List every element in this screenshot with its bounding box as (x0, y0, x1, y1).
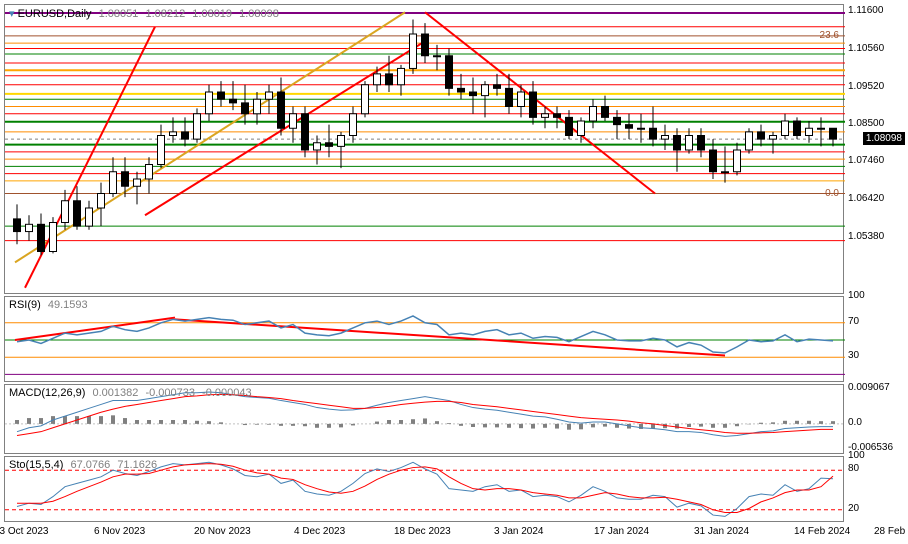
x-tick-label: 4 Dec 2023 (294, 526, 345, 537)
x-tick-label: 20 Nov 2023 (194, 526, 251, 537)
x-tick-label: 14 Feb 2024 (794, 526, 850, 537)
macd-header: MACD(12,26,9) 0.001382 -0.000733 -0.0000… (9, 387, 256, 399)
ohlc-high: 1.08212 (145, 8, 185, 20)
x-axis: 23 Oct 20236 Nov 202320 Nov 20234 Dec 20… (4, 524, 844, 542)
sto-title: Sto(15,5,4) (9, 459, 63, 471)
main-price-chart[interactable]: ▾ EURUSD,Daily 1.08051 1.08212 1.08019 1… (4, 4, 844, 294)
x-tick-label: 6 Nov 2023 (94, 526, 145, 537)
macd-y-axis: -0.0065360.00.009067 (846, 384, 906, 454)
x-tick-label: 3 Jan 2024 (494, 526, 544, 537)
rsi-canvas (5, 297, 845, 383)
sto-v1: 67.0766 (70, 459, 110, 471)
y-tick-label: 1.10560 (848, 43, 884, 54)
macd-title: MACD(12,26,9) (9, 387, 85, 399)
rsi-header: RSI(9) 49.1593 (9, 299, 92, 311)
y-tick-label: 1.08500 (848, 118, 884, 129)
triangle-icon: ▾ (9, 8, 15, 20)
y-tick-label: 1.09520 (848, 81, 884, 92)
symbol-label: EURUSD,Daily (18, 8, 92, 20)
x-tick-label: 17 Jan 2024 (594, 526, 649, 537)
chart-header: ▾ EURUSD,Daily 1.08051 1.08212 1.08019 1… (9, 7, 283, 20)
x-tick-label: 23 Oct 2023 (0, 526, 48, 537)
y-tick-label: 1.06420 (848, 193, 884, 204)
y-tick-label: 30 (848, 350, 859, 361)
y-tick-label: 0.009067 (848, 382, 890, 393)
main-chart-canvas (5, 5, 845, 295)
x-tick-label: 28 Feb 2024 (874, 526, 908, 537)
x-tick-label: 31 Jan 2024 (694, 526, 749, 537)
rsi-title: RSI(9) (9, 299, 41, 311)
y-tick-label: 0.0 (848, 417, 862, 428)
rsi-value: 49.1593 (48, 299, 88, 311)
y-tick-label: 100 (848, 290, 865, 301)
fib-level-label: 0.0 (825, 188, 839, 199)
y-tick-label: 1.11600 (848, 5, 883, 16)
sto-v2: 71.1626 (117, 459, 157, 471)
rsi-chart[interactable]: RSI(9) 49.1593 (4, 296, 844, 382)
y-tick-label: 70 (848, 316, 859, 327)
sto-header: Sto(15,5,4) 67.0766 71.1626 (9, 459, 161, 471)
x-tick-label: 18 Dec 2023 (394, 526, 451, 537)
main-y-axis: 1.05380 1.06420 1.07460 1.08500 1.09520 1.105… (846, 4, 906, 294)
ohlc-low: 1.08019 (192, 8, 232, 20)
y-tick-label: 20 (848, 503, 859, 514)
rsi-y-axis: 3070100 (846, 296, 906, 382)
current-price-badge: 1.08098 (863, 132, 905, 145)
sto-y-axis: 2080100 (846, 456, 906, 522)
macd-v2: -0.000733 (145, 387, 195, 399)
y-tick-label: 1.05380 (848, 231, 884, 242)
fib-level-label: 23.6 (820, 30, 839, 41)
ohlc-close: 1.08098 (239, 8, 279, 20)
y-tick-label: 80 (848, 463, 859, 474)
stochastic-chart[interactable]: Sto(15,5,4) 67.0766 71.1626 (4, 456, 844, 522)
y-tick-label: 1.07460 (848, 155, 884, 166)
macd-v1: 0.001382 (92, 387, 138, 399)
y-tick-label: 100 (848, 450, 865, 461)
macd-v3: -0.000043 (202, 387, 252, 399)
ohlc-open: 1.08051 (99, 8, 139, 20)
macd-chart[interactable]: MACD(12,26,9) 0.001382 -0.000733 -0.0000… (4, 384, 844, 454)
